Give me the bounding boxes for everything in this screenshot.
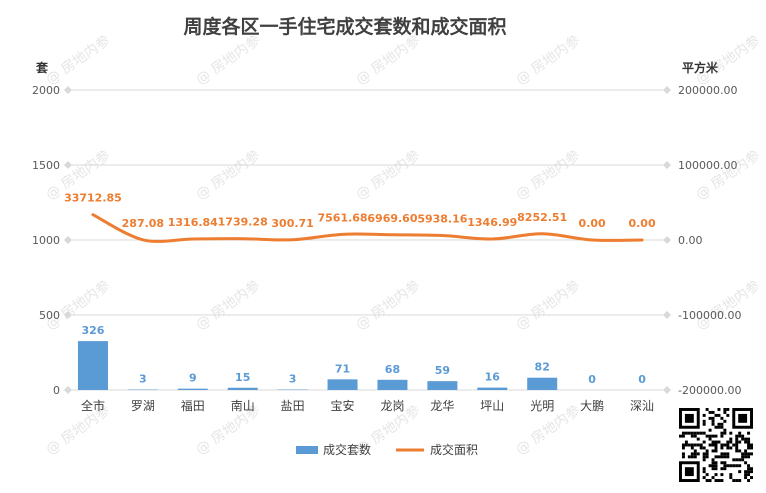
watermark-layer: @ 房地内参 @ 房地内参 @ 房地内参 @ 房地内参 @ 房地内参 @ 房地内参 @ 房地…	[43, 32, 764, 459]
category-label: 坪山	[480, 399, 504, 413]
category-label: 大鹏	[580, 399, 604, 413]
left-tick-marker	[64, 386, 72, 394]
line-data-label: 287.08	[122, 217, 164, 230]
right-tick-marker	[663, 86, 671, 94]
bar	[227, 387, 258, 390]
bar	[427, 381, 458, 390]
category-label: 宝安	[331, 398, 355, 413]
category-label: 深汕	[630, 399, 654, 413]
bar-data-label: 68	[385, 363, 400, 376]
line-data-label: 0.00	[579, 217, 606, 230]
bar-data-label: 15	[235, 371, 250, 384]
area-line	[91, 213, 644, 243]
category-label: 龙华	[430, 399, 454, 413]
category-label: 福田	[181, 398, 205, 413]
watermark-text: @ 房地内参	[43, 32, 114, 89]
right-tick-label: -100000.00	[678, 309, 741, 322]
category-label: 龙岗	[380, 399, 404, 413]
line-data-label: 1316.84	[168, 216, 218, 229]
bar-data-label: 71	[335, 362, 350, 375]
bar-data-label: 3	[139, 373, 147, 386]
left-tick-label: 0	[53, 384, 60, 397]
watermark-text: @ 房地内参	[193, 32, 264, 89]
left-axis-ticks: 2000 1500 1000 500 0	[32, 84, 60, 397]
watermark-text: @ 房地内参	[193, 147, 264, 204]
right-axis-ticks: 200000.00 100000.00 0.00 -100000.00 -200000.…	[678, 84, 741, 397]
bar-data-label: 3	[289, 373, 297, 386]
legend-label: 成交套数	[323, 442, 371, 457]
line-data-label: 7561.68	[317, 211, 367, 224]
line-data-label: 8252.51	[517, 211, 567, 224]
legend-label: 成交面积	[430, 442, 478, 457]
right-tick-marker	[663, 236, 671, 244]
qr-code-image	[679, 408, 753, 482]
legend-swatch-bar	[296, 446, 318, 454]
bar-data-label: 326	[81, 324, 104, 337]
line-data-label: 1346.99	[467, 216, 517, 229]
watermark-text: @ 房地内参	[513, 32, 584, 89]
bar-series: 326 3 9 15 3 71 68 59 16 82 0 0	[77, 324, 646, 390]
watermark-text: @ 房地内参	[353, 277, 424, 334]
line-data-label: 0.00	[628, 217, 655, 230]
watermark-text: @ 房地内参	[693, 147, 764, 204]
watermark-text: @ 房地内参	[513, 277, 584, 334]
right-tick-label: 200000.00	[678, 84, 738, 97]
right-tick-marker	[663, 386, 671, 394]
bar-data-label: 0	[638, 373, 646, 386]
left-tick-marker	[64, 311, 72, 319]
line-data-label: 1739.28	[218, 216, 268, 229]
right-tick-label: -200000.00	[678, 384, 741, 397]
watermark-text: @ 房地内参	[693, 32, 764, 89]
left-tick-label: 2000	[32, 84, 60, 97]
watermark-text: @ 房地内参	[513, 147, 584, 204]
line-data-label: 5938.16	[417, 213, 467, 226]
category-labels: 全市 罗湖 福田 南山 盐田 宝安 龙岗 龙华 坪山 光明 大鹏 深汕	[81, 398, 654, 413]
category-label: 全市	[81, 398, 105, 413]
watermark-text: @ 房地内参	[693, 277, 764, 334]
right-tick-marker	[663, 161, 671, 169]
line-data-label: 6969.60	[367, 212, 417, 225]
watermark-text: @ 房地内参	[353, 147, 424, 204]
bar	[377, 379, 408, 390]
legend: 成交套数 成交面积	[296, 442, 478, 457]
watermark-text: @ 房地内参	[353, 32, 424, 89]
left-tick-marker	[64, 161, 72, 169]
left-tick-label: 1500	[32, 159, 60, 172]
line-data-label: 300.71	[271, 217, 313, 230]
right-tick-label: 0.00	[678, 234, 703, 247]
bar-data-label: 82	[535, 361, 550, 374]
right-tick-marker	[663, 311, 671, 319]
bar	[477, 387, 508, 390]
category-label: 南山	[231, 398, 255, 413]
chart-title: 周度各区一手住宅成交套数和成交面积	[183, 15, 506, 38]
bar-data-label: 59	[435, 364, 450, 377]
left-tick-label: 1000	[32, 234, 60, 247]
category-label: 罗湖	[131, 398, 155, 413]
watermark-text: @ 房地内参	[193, 277, 264, 334]
bar	[177, 388, 208, 390]
category-label: 盐田	[281, 399, 305, 413]
bar	[327, 379, 358, 390]
bar-data-label: 0	[588, 373, 596, 386]
left-axis-unit: 套	[35, 60, 49, 75]
line-data-label: 33712.85	[64, 192, 122, 205]
bar	[527, 377, 558, 390]
left-tick-marker	[64, 86, 72, 94]
bar	[77, 341, 108, 390]
left-tick-marker	[64, 236, 72, 244]
left-tick-label: 500	[39, 309, 60, 322]
bar-data-label: 9	[189, 372, 197, 385]
bar-data-label: 16	[485, 371, 501, 384]
right-axis-unit: 平方米	[682, 60, 719, 75]
right-tick-label: 100000.00	[678, 159, 738, 172]
category-label: 光明	[530, 399, 554, 413]
